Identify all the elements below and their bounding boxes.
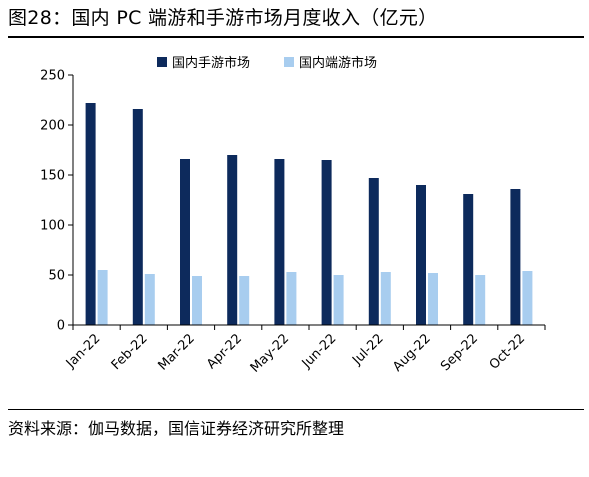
x-axis: Jan-22 Feb-22 Mar-22 Apr-22 May-22 Jun-22 Jul-… xyxy=(63,324,546,376)
bar-mobile-oct-22 xyxy=(510,189,521,325)
source-divider xyxy=(8,409,584,410)
bar-pc-oct-22 xyxy=(522,271,533,325)
y-tick-label: 150 xyxy=(40,169,65,184)
legend-label-pc: 国内端游市场 xyxy=(299,55,377,71)
legend: 国内手游市场 国内端游市场 xyxy=(157,55,377,71)
bar-pc-feb-22 xyxy=(144,274,155,325)
bar-mobile-sep-22 xyxy=(463,194,474,325)
bar-mobile-aug-22 xyxy=(416,185,426,325)
x-tick-label: Oct-22 xyxy=(487,331,529,373)
bar-pc-jul-22 xyxy=(380,272,391,325)
y-axis: 0 50 100 150 200 250 xyxy=(40,69,74,334)
bars xyxy=(85,103,533,325)
legend-swatch-pc xyxy=(284,57,294,67)
bar-pc-sep-22 xyxy=(475,275,486,325)
title-divider xyxy=(8,36,584,38)
legend-swatch-mobile xyxy=(157,57,167,67)
x-tick-label: Feb-22 xyxy=(109,331,151,373)
x-tick-label: Apr-22 xyxy=(204,331,245,372)
bar-pc-mar-22 xyxy=(192,276,202,325)
bar-pc-may-22 xyxy=(286,272,297,325)
bar-pc-apr-22 xyxy=(239,276,250,325)
x-tick-label: Mar-22 xyxy=(155,331,197,373)
x-tick-label: Aug-22 xyxy=(390,331,434,375)
x-tick-label: Jan-22 xyxy=(63,331,104,372)
bar-pc-jan-22 xyxy=(97,270,108,325)
x-tick-label: Sep-22 xyxy=(438,331,481,374)
bar-mobile-apr-22 xyxy=(227,155,238,325)
bar-pc-jun-22 xyxy=(333,275,344,325)
y-tick-label: 100 xyxy=(40,219,65,234)
x-tick-label: Jun-22 xyxy=(299,331,340,372)
source-note: 资料来源：伽马数据，国信证券经济研究所整理 xyxy=(8,419,345,438)
bar-mobile-jul-22 xyxy=(368,178,379,325)
bar-mobile-mar-22 xyxy=(180,159,190,325)
y-tick-label: 50 xyxy=(48,269,65,284)
y-tick-label: 250 xyxy=(40,69,65,84)
y-tick-label: 0 xyxy=(57,319,65,334)
bar-chart: 0 50 100 150 200 250 Jan-22 Feb-22 Mar-22 Apr-22… xyxy=(40,55,546,376)
figure-title: 图28：国内 PC 端游和手游市场月度收入（亿元） xyxy=(8,7,438,29)
x-tick-label: May-22 xyxy=(248,331,292,375)
bar-mobile-jun-22 xyxy=(321,160,332,325)
bar-pc-aug-22 xyxy=(428,273,438,325)
legend-label-mobile: 国内手游市场 xyxy=(172,55,250,71)
x-tick-label: Jul-22 xyxy=(349,331,386,368)
y-tick-label: 200 xyxy=(40,119,65,134)
bar-mobile-feb-22 xyxy=(132,109,143,325)
bar-mobile-jan-22 xyxy=(85,103,96,325)
bar-mobile-may-22 xyxy=(274,159,285,325)
